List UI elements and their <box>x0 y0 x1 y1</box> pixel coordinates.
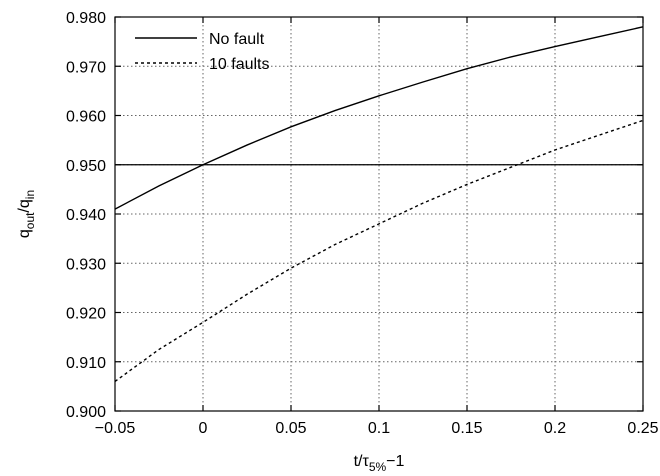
y-tick-label: 0.940 <box>66 207 106 224</box>
y-tick-label: 0.980 <box>66 10 106 27</box>
x-tick-label: −0.05 <box>95 420 136 437</box>
x-tick-label: 0.25 <box>627 420 658 437</box>
y-axis-label-q1: q <box>16 229 33 238</box>
y-axis-label-q2: q <box>16 199 33 208</box>
y-tick-label: 0.950 <box>66 158 106 175</box>
y-tick-label: 0.920 <box>66 306 106 323</box>
y-tick-label: 0.970 <box>66 59 106 76</box>
series-group <box>114 26 644 383</box>
x-axis-label-base: t/τ <box>354 453 370 470</box>
legend-label: No fault <box>209 31 265 48</box>
legend: No fault 10 faults <box>135 31 269 73</box>
y-tick-label: 0.910 <box>66 355 106 372</box>
series-line-10-faults <box>114 119 644 383</box>
y-axis-label-sub1: out <box>23 212 37 229</box>
y-axis-label-slash: / <box>16 208 33 213</box>
x-tick-label: 0.05 <box>275 420 306 437</box>
legend-label: 10 faults <box>209 56 269 73</box>
x-tick-label: 0.15 <box>451 420 482 437</box>
x-axis-label-suffix: −1 <box>386 453 404 470</box>
y-tick-label: 0.960 <box>66 109 106 126</box>
ticks: −0.05 0 0.05 0.1 0.15 0.2 0.25 0.900 0.910 0.920 0… <box>66 10 659 437</box>
x-axis-label: t/τ5%−1 <box>354 453 405 474</box>
x-tick-label: 0.1 <box>368 420 390 437</box>
grid <box>115 17 643 411</box>
y-tick-label: 0.900 <box>66 404 106 421</box>
x-axis-label-subscript: 5% <box>369 460 387 474</box>
x-tick-label: 0 <box>199 420 208 437</box>
series-line-no-fault <box>114 26 644 210</box>
y-tick-label: 0.930 <box>66 256 106 273</box>
y-axis-label: qout/qin <box>16 190 37 238</box>
y-axis-label-sub2: in <box>23 190 37 199</box>
x-tick-label: 0.2 <box>544 420 566 437</box>
